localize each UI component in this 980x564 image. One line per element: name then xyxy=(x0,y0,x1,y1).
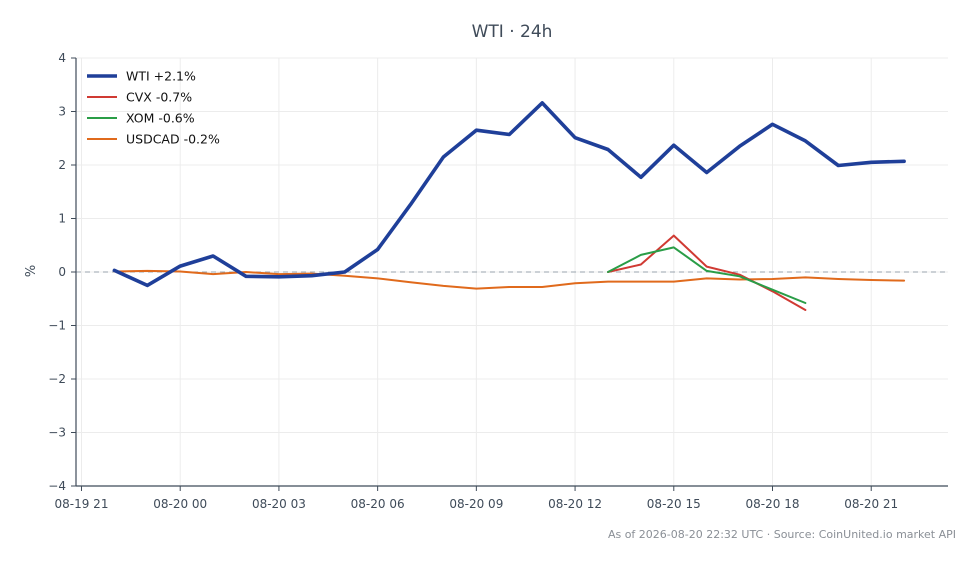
legend-label-wti: WTI +2.1% xyxy=(126,69,196,84)
y-tick-label: −2 xyxy=(48,372,66,386)
y-tick-label: −1 xyxy=(48,319,66,333)
x-tick-label: 08-20 21 xyxy=(844,497,898,511)
series-line-usdcad xyxy=(113,269,906,290)
legend-label-xom: XOM -0.6% xyxy=(126,111,195,126)
y-tick-label: 2 xyxy=(58,158,66,172)
y-tick-label: −4 xyxy=(48,479,66,493)
footer-source: As of 2026-08-20 22:32 UTC · Source: Coi… xyxy=(608,528,956,541)
x-tick-label: 08-20 06 xyxy=(351,497,405,511)
y-tick-label: 4 xyxy=(58,51,66,65)
y-axis-label: % xyxy=(24,265,39,277)
series-line-wti xyxy=(112,101,906,288)
y-tick-label: −3 xyxy=(48,426,66,440)
series-line-xom xyxy=(607,246,807,304)
y-tick-label: 0 xyxy=(58,265,66,279)
y-tick-label: 1 xyxy=(58,212,66,226)
series-lines xyxy=(112,101,906,311)
x-tick-label: 08-20 00 xyxy=(153,497,207,511)
legend: WTI +2.1% CVX -0.7% XOM -0.6% USDCAD -0.2% xyxy=(87,69,220,147)
x-tick-label: 08-20 09 xyxy=(449,497,503,511)
x-tick-label: 08-19 21 xyxy=(55,497,109,511)
legend-label-cvx: CVX -0.7% xyxy=(126,90,192,105)
chart-title: WTI · 24h xyxy=(472,22,553,42)
x-tick-label: 08-20 03 xyxy=(252,497,306,511)
x-tick-label: 08-20 18 xyxy=(746,497,800,511)
y-tick-label: 3 xyxy=(58,105,66,119)
x-tick-label: 08-20 15 xyxy=(647,497,701,511)
series-line-cvx xyxy=(607,234,807,311)
axes: 08-19 21 08-20 00 08-20 03 08-20 06 08-20 09… xyxy=(48,51,948,511)
legend-label-usdcad: USDCAD -0.2% xyxy=(126,132,220,147)
x-tick-label: 08-20 12 xyxy=(548,497,602,511)
